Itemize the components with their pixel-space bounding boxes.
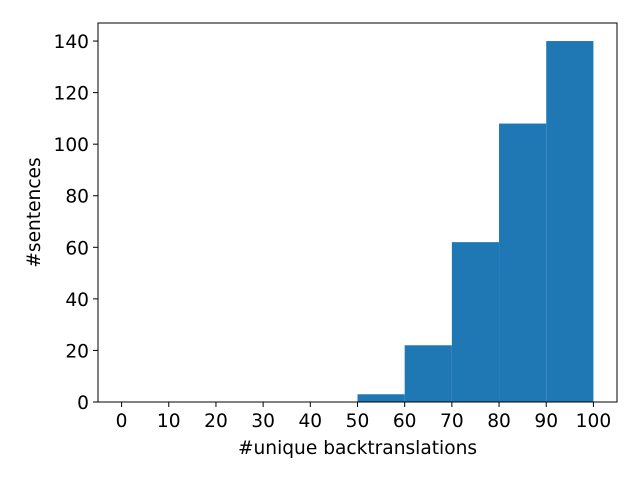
y-axis-label: #sentences [24, 157, 45, 267]
x-tick-label: 30 [251, 411, 275, 432]
x-tick-label: 10 [157, 411, 181, 432]
x-tick-label: 60 [393, 411, 417, 432]
x-tick-label: 40 [298, 411, 322, 432]
y-tick-label: 80 [65, 187, 89, 208]
x-tick-label: 70 [440, 411, 464, 432]
y-tick-label: 20 [65, 341, 89, 362]
histogram-bar-80-90 [499, 123, 547, 402]
x-tick-label: 100 [576, 411, 612, 432]
x-tick-label: 90 [534, 411, 558, 432]
histogram-bar-90-100 [546, 41, 594, 403]
y-tick-label: 100 [54, 135, 90, 156]
x-tick-label: 80 [487, 411, 511, 432]
y-axis-ticks: 0 20 40 60 80 100 120 140 [54, 32, 98, 414]
y-tick-label: 60 [65, 238, 89, 259]
y-tick-label: 0 [77, 393, 89, 414]
bars-group [357, 41, 594, 403]
y-tick-label: 140 [54, 32, 90, 53]
x-axis-label: #unique backtranslations [238, 438, 477, 459]
x-tick-label: 0 [116, 411, 128, 432]
histogram-bar-70-80 [451, 242, 500, 402]
x-axis-ticks: 0 10 20 30 40 50 60 70 80 90 100 [116, 402, 611, 432]
histogram-bar-50-60 [357, 394, 405, 402]
x-tick-label: 20 [204, 411, 228, 432]
x-tick-label: 50 [346, 411, 370, 432]
plot-frame [97, 22, 618, 403]
y-tick-label: 40 [65, 290, 89, 311]
histogram-bar-60-70 [404, 345, 452, 402]
y-tick-label: 120 [54, 84, 90, 105]
